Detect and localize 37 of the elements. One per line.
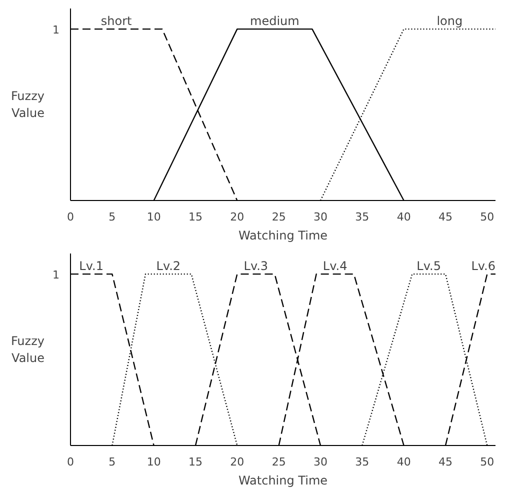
series-label: long [436, 14, 463, 28]
x-tick-label: 25 [272, 456, 286, 468]
x-tick-label: 50 [480, 210, 494, 224]
x-axis-title: Watching Time [238, 474, 328, 488]
x-tick-label: 20 [230, 456, 244, 468]
y-axis-title: Fuzzy Value [10, 334, 45, 365]
x-tick-label: 25 [272, 210, 286, 224]
series-label: Lv.2 [156, 259, 181, 274]
x-tick-label: 30 [314, 456, 328, 468]
series-label: Lv.4 [322, 259, 348, 274]
x-tick-label: 15 [188, 210, 202, 224]
x-tick-label: 5 [108, 210, 116, 224]
series-label: Lv.6 [471, 259, 496, 274]
x-tick-label: 0 [67, 210, 74, 224]
series-label: Lv.5 [416, 259, 441, 274]
x-tick-label: 10 [146, 210, 161, 224]
x-tick-label: 5 [108, 456, 116, 468]
x-tick-label: 35 [355, 456, 370, 468]
series-label: Lv.1 [79, 259, 104, 274]
series-label: Lv.3 [244, 259, 268, 274]
x-tick-label: 40 [396, 456, 411, 468]
x-tick-label: 0 [67, 456, 74, 468]
x-axis-title: Watching Time [238, 228, 328, 242]
text: 1 [52, 268, 60, 282]
x-tick-label: 45 [438, 456, 452, 468]
text: 1 [52, 24, 60, 37]
x-tick-label: 20 [230, 210, 244, 224]
x-tick-label: 10 [146, 456, 161, 468]
x-tick-label: 45 [438, 210, 452, 224]
x-tick-label: 50 [480, 456, 494, 468]
x-tick-label: 40 [396, 210, 411, 224]
y-axis-title: Fuzzy Value [10, 89, 45, 120]
x-tick-label: 35 [355, 210, 370, 224]
series-label: medium [250, 14, 300, 28]
x-tick-label: 30 [314, 210, 328, 224]
series-label: short [100, 14, 132, 28]
x-tick-label: 15 [188, 456, 202, 468]
